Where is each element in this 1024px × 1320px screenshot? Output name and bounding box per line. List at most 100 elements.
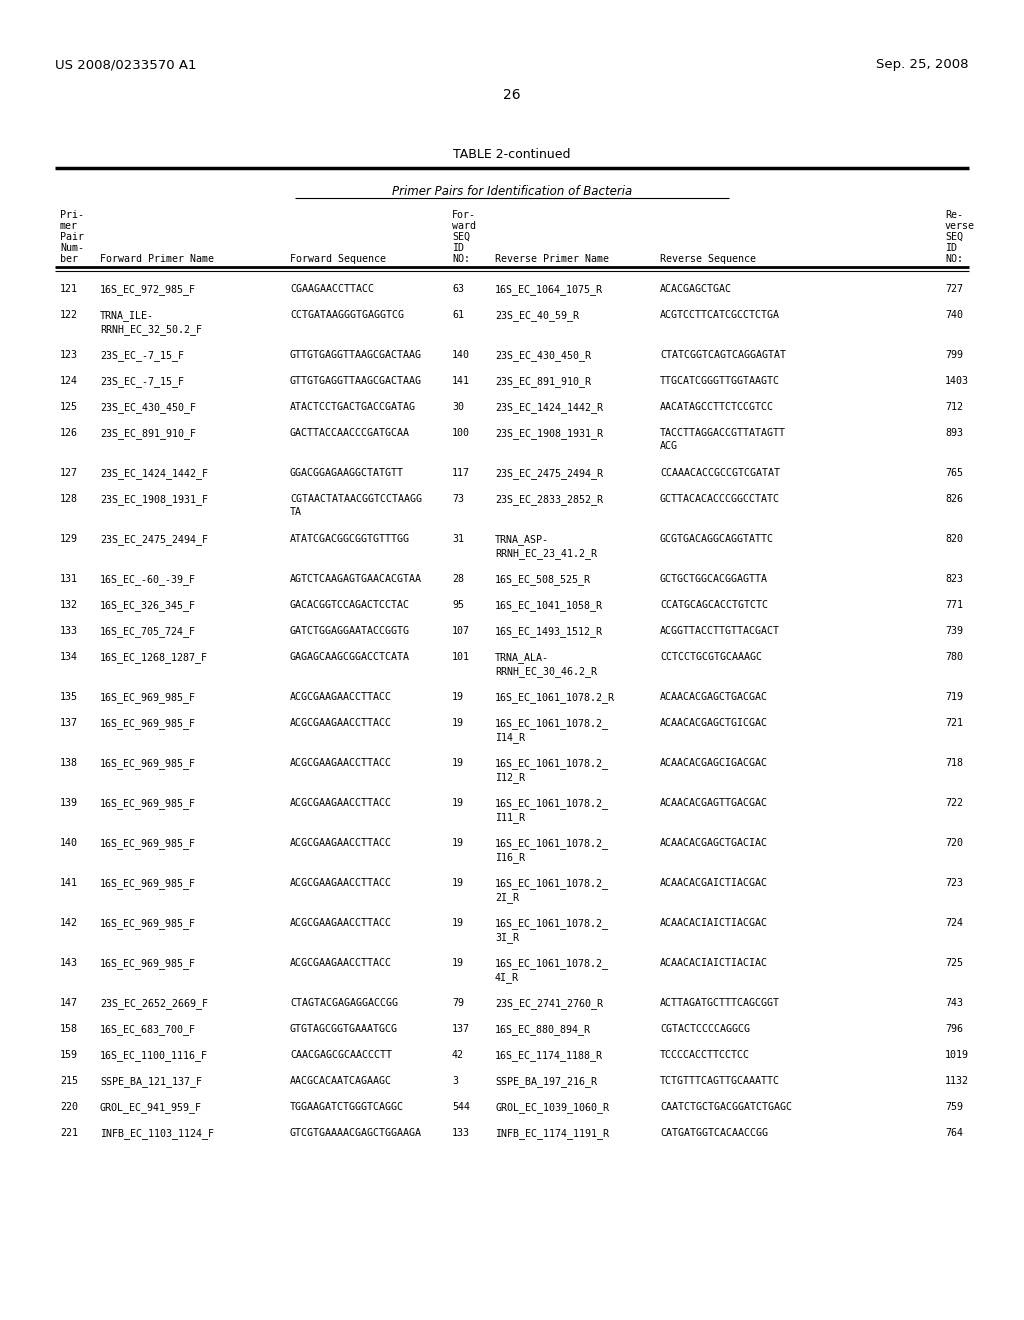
Text: 42: 42 [452, 1049, 464, 1060]
Text: 16S_EC_969_985_F: 16S_EC_969_985_F [100, 878, 196, 888]
Text: 712: 712 [945, 403, 963, 412]
Text: 16S_EC_969_985_F: 16S_EC_969_985_F [100, 692, 196, 704]
Text: ACTTAGATGCTTTCAGCGGT: ACTTAGATGCTTTCAGCGGT [660, 998, 780, 1008]
Text: 159: 159 [60, 1049, 78, 1060]
Text: 128: 128 [60, 494, 78, 504]
Text: 19: 19 [452, 692, 464, 702]
Text: GROL_EC_1039_1060_R: GROL_EC_1039_1060_R [495, 1102, 609, 1113]
Text: 727: 727 [945, 284, 963, 294]
Text: 719: 719 [945, 692, 963, 702]
Text: 131: 131 [60, 574, 78, 583]
Text: 126: 126 [60, 428, 78, 438]
Text: 23S_EC_2741_2760_R: 23S_EC_2741_2760_R [495, 998, 603, 1008]
Text: ACAACACGAGCTGICGAC: ACAACACGAGCTGICGAC [660, 718, 768, 729]
Text: 23S_EC_-7_15_F: 23S_EC_-7_15_F [100, 376, 184, 387]
Text: 19: 19 [452, 758, 464, 768]
Text: 19: 19 [452, 878, 464, 888]
Text: 19: 19 [452, 838, 464, 847]
Text: GTTGTGAGGTTAAGCGACTAAG: GTTGTGAGGTTAAGCGACTAAG [290, 376, 422, 385]
Text: 133: 133 [452, 1129, 470, 1138]
Text: 23S_EC_1424_1442_R: 23S_EC_1424_1442_R [495, 403, 603, 413]
Text: CTAGTACGAGAGGACCGG: CTAGTACGAGAGGACCGG [290, 998, 398, 1008]
Text: ward: ward [452, 220, 476, 231]
Text: 720: 720 [945, 838, 963, 847]
Text: 142: 142 [60, 917, 78, 928]
Text: 16S_EC_969_985_F: 16S_EC_969_985_F [100, 917, 196, 929]
Text: 158: 158 [60, 1024, 78, 1034]
Text: 23S_EC_891_910_F: 23S_EC_891_910_F [100, 428, 196, 440]
Text: TRNA_ASP-
RRNH_EC_23_41.2_R: TRNA_ASP- RRNH_EC_23_41.2_R [495, 535, 597, 558]
Text: SSPE_BA_121_137_F: SSPE_BA_121_137_F [100, 1076, 202, 1086]
Text: Reverse Sequence: Reverse Sequence [660, 253, 756, 264]
Text: ACGGTTACCTTGTTACGACT: ACGGTTACCTTGTTACGACT [660, 626, 780, 636]
Text: SEQ: SEQ [452, 232, 470, 242]
Text: 740: 740 [945, 310, 963, 319]
Text: CGTACTCCCCAGGCG: CGTACTCCCCAGGCG [660, 1024, 750, 1034]
Text: TRNA_ALA-
RRNH_EC_30_46.2_R: TRNA_ALA- RRNH_EC_30_46.2_R [495, 652, 597, 677]
Text: 23S_EC_1908_1931_R: 23S_EC_1908_1931_R [495, 428, 603, 440]
Text: 16S_EC_1061_1078.2_
I16_R: 16S_EC_1061_1078.2_ I16_R [495, 838, 609, 862]
Text: ACAACACGAICTIACGAC: ACAACACGAICTIACGAC [660, 878, 768, 888]
Text: CGTAACTATAACGGTCCTAAGG
TA: CGTAACTATAACGGTCCTAAGG TA [290, 494, 422, 517]
Text: 141: 141 [60, 878, 78, 888]
Text: 31: 31 [452, 535, 464, 544]
Text: TRNA_ILE-
RRNH_EC_32_50.2_F: TRNA_ILE- RRNH_EC_32_50.2_F [100, 310, 202, 334]
Text: 16S_EC_1493_1512_R: 16S_EC_1493_1512_R [495, 626, 603, 638]
Text: GACTTACCAACCCGATGCAA: GACTTACCAACCCGATGCAA [290, 428, 410, 438]
Text: ATACTCCTGACTGACCGATAG: ATACTCCTGACTGACCGATAG [290, 403, 416, 412]
Text: GCGTGACAGGCAGGTATTC: GCGTGACAGGCAGGTATTC [660, 535, 774, 544]
Text: ACAACACIAICTIACIAC: ACAACACIAICTIACIAC [660, 958, 768, 968]
Text: 718: 718 [945, 758, 963, 768]
Text: ACAACACGAGCTGACIAC: ACAACACGAGCTGACIAC [660, 838, 768, 847]
Text: 122: 122 [60, 310, 78, 319]
Text: 764: 764 [945, 1129, 963, 1138]
Text: mer: mer [60, 220, 78, 231]
Text: 132: 132 [60, 601, 78, 610]
Text: Forward Sequence: Forward Sequence [290, 253, 386, 264]
Text: 134: 134 [60, 652, 78, 663]
Text: 61: 61 [452, 310, 464, 319]
Text: 23S_EC_2833_2852_R: 23S_EC_2833_2852_R [495, 494, 603, 506]
Text: 100: 100 [452, 428, 470, 438]
Text: 765: 765 [945, 469, 963, 478]
Text: 724: 724 [945, 917, 963, 928]
Text: ID: ID [945, 243, 957, 253]
Text: AACATAGCCTTCTCCGTCC: AACATAGCCTTCTCCGTCC [660, 403, 774, 412]
Text: GGACGGAGAAGGCTATGTT: GGACGGAGAAGGCTATGTT [290, 469, 404, 478]
Text: SSPE_BA_197_216_R: SSPE_BA_197_216_R [495, 1076, 597, 1086]
Text: 147: 147 [60, 998, 78, 1008]
Text: ID: ID [452, 243, 464, 253]
Text: Forward Primer Name: Forward Primer Name [100, 253, 214, 264]
Text: 771: 771 [945, 601, 963, 610]
Text: 125: 125 [60, 403, 78, 412]
Text: 23S_EC_891_910_R: 23S_EC_891_910_R [495, 376, 591, 387]
Text: 723: 723 [945, 878, 963, 888]
Text: 19: 19 [452, 958, 464, 968]
Text: GACACGGTCCAGACTCCTAC: GACACGGTCCAGACTCCTAC [290, 601, 410, 610]
Text: 16S_EC_969_985_F: 16S_EC_969_985_F [100, 718, 196, 729]
Text: CAACGAGCGCAACCCTT: CAACGAGCGCAACCCTT [290, 1049, 392, 1060]
Text: 16S_EC_1061_1078.2_
I14_R: 16S_EC_1061_1078.2_ I14_R [495, 718, 609, 743]
Text: Pri-: Pri- [60, 210, 84, 220]
Text: 16S_EC_1268_1287_F: 16S_EC_1268_1287_F [100, 652, 208, 663]
Text: 1132: 1132 [945, 1076, 969, 1086]
Text: GCTGCTGGCACGGAGTTA: GCTGCTGGCACGGAGTTA [660, 574, 768, 583]
Text: 79: 79 [452, 998, 464, 1008]
Text: 823: 823 [945, 574, 963, 583]
Text: 23S_EC_40_59_R: 23S_EC_40_59_R [495, 310, 579, 321]
Text: GTGTAGCGGTGAAATGCG: GTGTAGCGGTGAAATGCG [290, 1024, 398, 1034]
Text: ACGCGAAGAACCTTACC: ACGCGAAGAACCTTACC [290, 917, 392, 928]
Text: Sep. 25, 2008: Sep. 25, 2008 [877, 58, 969, 71]
Text: TTGCATCGGGTTGGTAAGTC: TTGCATCGGGTTGGTAAGTC [660, 376, 780, 385]
Text: 23S_EC_1424_1442_F: 23S_EC_1424_1442_F [100, 469, 208, 479]
Text: Num-: Num- [60, 243, 84, 253]
Text: 820: 820 [945, 535, 963, 544]
Text: 127: 127 [60, 469, 78, 478]
Text: 16S_EC_1061_1078.2_
2I_R: 16S_EC_1061_1078.2_ 2I_R [495, 878, 609, 903]
Text: TABLE 2-continued: TABLE 2-continued [454, 148, 570, 161]
Text: 893: 893 [945, 428, 963, 438]
Text: ACACGAGCTGAC: ACACGAGCTGAC [660, 284, 732, 294]
Text: verse: verse [945, 220, 975, 231]
Text: 780: 780 [945, 652, 963, 663]
Text: 743: 743 [945, 998, 963, 1008]
